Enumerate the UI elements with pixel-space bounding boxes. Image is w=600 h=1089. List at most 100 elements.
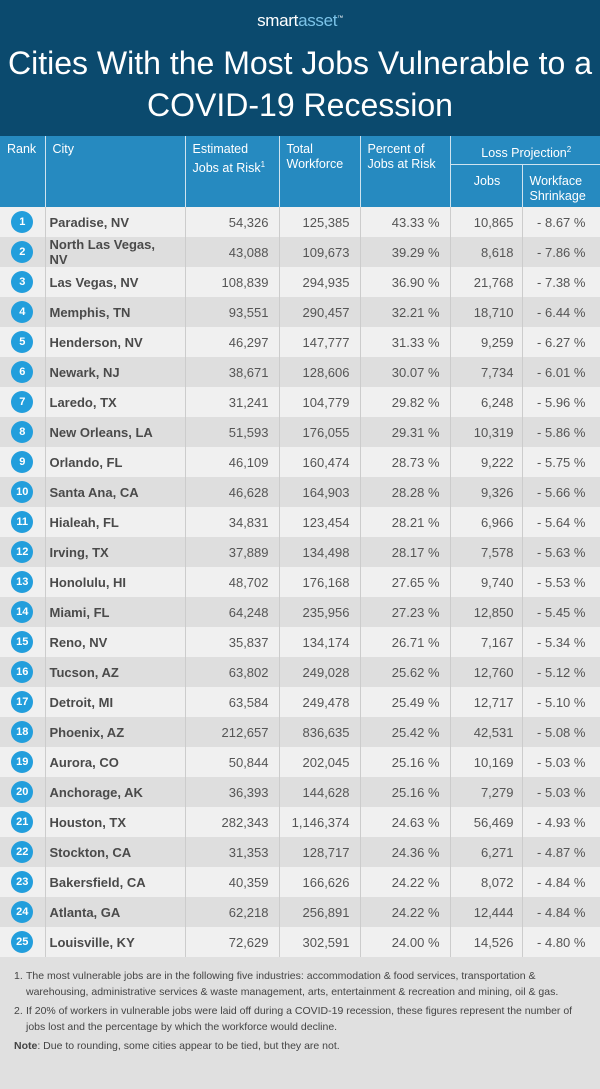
footnote-text: If 20% of workers in vulnerable jobs wer… xyxy=(26,1005,573,1033)
percent-cell: 24.36 % xyxy=(360,837,451,867)
rank-badge: 18 xyxy=(11,721,34,743)
rank-cell: 11 xyxy=(0,507,46,537)
table-row: 3 Las Vegas, NV 108,839 294,935 36.90 % … xyxy=(0,267,600,297)
table-row: 6 Newark, NJ 38,671 128,606 30.07 % 7,73… xyxy=(0,357,600,387)
shrinkage-cell: - 4.93 % xyxy=(522,807,600,837)
footnote-2: 2. If 20% of workers in vulnerable jobs w… xyxy=(14,1004,586,1035)
est-jobs-cell: 35,837 xyxy=(185,627,280,657)
est-jobs-cell: 46,628 xyxy=(185,477,280,507)
est-jobs-cell: 38,671 xyxy=(185,357,280,387)
loss-jobs-cell: 12,444 xyxy=(450,897,523,927)
percent-cell: 24.63 % xyxy=(360,807,451,837)
percent-cell: 29.82 % xyxy=(360,387,451,417)
table-row: 8 New Orleans, LA 51,593 176,055 29.31 %… xyxy=(0,417,600,447)
rank-cell: 19 xyxy=(0,747,46,777)
table-row: 19 Aurora, CO 50,844 202,045 25.16 % 10,… xyxy=(0,747,600,777)
city-cell: Louisville, KY xyxy=(45,927,186,957)
est-jobs-cell: 34,831 xyxy=(185,507,280,537)
table-row: 4 Memphis, TN 93,551 290,457 32.21 % 18,… xyxy=(0,297,600,327)
table-row: 7 Laredo, TX 31,241 104,779 29.82 % 6,24… xyxy=(0,387,600,417)
est-jobs-cell: 108,839 xyxy=(185,267,280,297)
shrinkage-cell: - 5.96 % xyxy=(522,387,600,417)
loss-jobs-cell: 7,734 xyxy=(450,357,523,387)
total-workforce-cell: 166,626 xyxy=(279,867,361,897)
rank-cell: 24 xyxy=(0,897,46,927)
shrinkage-cell: - 6.27 % xyxy=(522,327,600,357)
percent-cell: 25.49 % xyxy=(360,687,451,717)
shrinkage-cell: - 7.38 % xyxy=(522,267,600,297)
shrinkage-cell: - 6.01 % xyxy=(522,357,600,387)
rank-badge: 17 xyxy=(11,691,34,713)
est-jobs-cell: 50,844 xyxy=(185,747,280,777)
smartasset-logo: smartasset™ xyxy=(0,11,600,31)
est-jobs-cell: 46,109 xyxy=(185,447,280,477)
shrinkage-cell: - 7.86 % xyxy=(522,237,600,267)
rank-badge: 5 xyxy=(11,331,34,353)
city-cell: Memphis, TN xyxy=(45,297,186,327)
shrinkage-cell: - 5.03 % xyxy=(522,747,600,777)
footnote-text: The most vulnerable jobs are in the foll… xyxy=(26,970,559,998)
loss-jobs-cell: 9,740 xyxy=(450,567,523,597)
total-workforce-cell: 104,779 xyxy=(279,387,361,417)
col-loss-projection: Loss Projection2 xyxy=(450,136,600,165)
est-jobs-cell: 40,359 xyxy=(185,867,280,897)
shrinkage-cell: - 4.84 % xyxy=(522,867,600,897)
total-workforce-cell: 836,635 xyxy=(279,717,361,747)
percent-cell: 25.16 % xyxy=(360,777,451,807)
rank-badge: 8 xyxy=(11,421,34,443)
rank-badge: 16 xyxy=(11,661,34,683)
total-workforce-cell: 128,717 xyxy=(279,837,361,867)
table-row: 12 Irving, TX 37,889 134,498 28.17 % 7,5… xyxy=(0,537,600,567)
percent-cell: 43.33 % xyxy=(360,207,451,237)
col-total: Total Workforce xyxy=(279,136,361,207)
shrinkage-cell: - 4.87 % xyxy=(522,837,600,867)
rank-badge: 15 xyxy=(11,631,34,653)
rank-badge: 6 xyxy=(11,361,34,383)
est-jobs-cell: 54,326 xyxy=(185,207,280,237)
col-city: City xyxy=(45,136,186,207)
total-workforce-cell: 144,628 xyxy=(279,777,361,807)
footnote-ref-2: 2 xyxy=(566,145,572,154)
total-workforce-cell: 235,956 xyxy=(279,597,361,627)
loss-jobs-cell: 12,760 xyxy=(450,657,523,687)
rank-badge: 2 xyxy=(11,241,34,263)
est-jobs-cell: 62,218 xyxy=(185,897,280,927)
shrinkage-cell: - 4.84 % xyxy=(522,897,600,927)
shrinkage-cell: - 5.10 % xyxy=(522,687,600,717)
city-cell: Santa Ana, CA xyxy=(45,477,186,507)
total-workforce-cell: 302,591 xyxy=(279,927,361,957)
shrinkage-cell: - 5.66 % xyxy=(522,477,600,507)
shrinkage-cell: - 5.08 % xyxy=(522,717,600,747)
table-row: 10 Santa Ana, CA 46,628 164,903 28.28 % … xyxy=(0,477,600,507)
total-workforce-cell: 202,045 xyxy=(279,747,361,777)
note-label: Note xyxy=(14,1040,38,1052)
logo-tm: ™ xyxy=(337,15,343,22)
total-workforce-cell: 134,498 xyxy=(279,537,361,567)
city-cell: Tucson, AZ xyxy=(45,657,186,687)
shrinkage-cell: - 5.34 % xyxy=(522,627,600,657)
table-row: 25 Louisville, KY 72,629 302,591 24.00 %… xyxy=(0,927,600,957)
est-jobs-cell: 212,657 xyxy=(185,717,280,747)
loss-jobs-cell: 8,072 xyxy=(450,867,523,897)
est-jobs-cell: 48,702 xyxy=(185,567,280,597)
est-jobs-cell: 64,248 xyxy=(185,597,280,627)
rank-badge: 24 xyxy=(11,901,34,923)
total-workforce-cell: 128,606 xyxy=(279,357,361,387)
city-cell: Miami, FL xyxy=(45,597,186,627)
city-cell: Orlando, FL xyxy=(45,447,186,477)
loss-jobs-cell: 42,531 xyxy=(450,717,523,747)
city-cell: Henderson, NV xyxy=(45,327,186,357)
total-workforce-cell: 176,055 xyxy=(279,417,361,447)
rank-cell: 13 xyxy=(0,567,46,597)
rank-badge: 1 xyxy=(11,211,34,233)
est-jobs-cell: 63,802 xyxy=(185,657,280,687)
loss-jobs-cell: 56,469 xyxy=(450,807,523,837)
table-row: 2 North Las Vegas, NV 43,088 109,673 39.… xyxy=(0,237,600,267)
footnote-1: 1. The most vulnerable jobs are in the fo… xyxy=(14,969,586,1000)
percent-cell: 28.17 % xyxy=(360,537,451,567)
est-jobs-cell: 36,393 xyxy=(185,777,280,807)
table-row: 5 Henderson, NV 46,297 147,777 31.33 % 9… xyxy=(0,327,600,357)
rank-badge: 19 xyxy=(11,751,34,773)
total-workforce-cell: 109,673 xyxy=(279,237,361,267)
percent-cell: 28.21 % xyxy=(360,507,451,537)
